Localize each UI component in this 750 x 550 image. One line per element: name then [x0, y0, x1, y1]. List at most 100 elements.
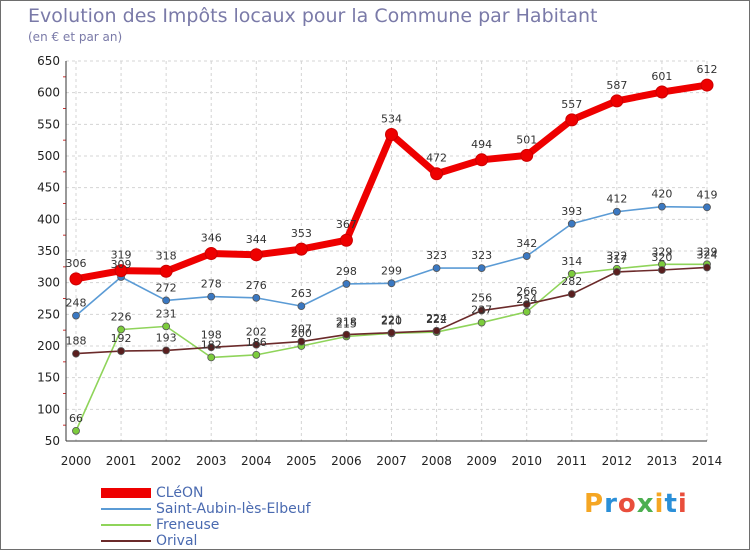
data-point	[69, 272, 83, 286]
legend-swatch	[101, 540, 151, 542]
data-point	[252, 350, 261, 359]
data-label: 221	[381, 314, 402, 327]
x-tick-label: 2014	[692, 454, 723, 468]
y-tick-label: 250	[37, 307, 60, 321]
data-point	[700, 78, 714, 92]
y-tick-label: 150	[37, 371, 60, 385]
data-point	[658, 266, 666, 274]
data-label: 420	[651, 188, 672, 201]
data-label: 192	[111, 332, 132, 345]
x-tick-label: 2009	[466, 454, 497, 468]
data-point	[207, 353, 216, 362]
logo-letter: t	[664, 489, 678, 519]
x-tick-label: 2003	[196, 454, 227, 468]
data-label: 346	[201, 232, 222, 245]
data-label: 329	[697, 245, 718, 258]
data-point	[207, 343, 216, 352]
legend-label: CLéON	[156, 485, 204, 501]
data-point	[520, 148, 534, 162]
x-tick-label: 2002	[151, 454, 182, 468]
data-label: 276	[246, 279, 267, 292]
data-label: 323	[426, 249, 447, 262]
x-tick-label: 2013	[647, 454, 678, 468]
data-point	[703, 263, 711, 272]
data-label: 226	[111, 311, 132, 324]
x-tick-label: 2004	[241, 454, 272, 468]
data-point	[477, 318, 486, 327]
x-tick-label: 2000	[61, 454, 92, 468]
data-point	[475, 153, 489, 167]
data-label: 472	[426, 152, 447, 165]
data-point	[72, 349, 80, 358]
data-label: 306	[66, 257, 87, 270]
data-label: 207	[291, 323, 312, 336]
y-tick-label: 650	[37, 54, 60, 68]
data-point	[117, 347, 125, 355]
data-point	[297, 302, 306, 311]
y-tick-label: 500	[37, 149, 60, 163]
data-point	[385, 127, 398, 141]
x-tick-label: 2008	[421, 454, 452, 468]
data-label: 202	[246, 326, 267, 339]
data-label: 198	[201, 328, 222, 341]
data-label: 612	[697, 63, 718, 76]
data-point	[294, 242, 308, 256]
data-label: 412	[606, 193, 627, 206]
x-tick-label: 2010	[511, 454, 542, 468]
data-label: 282	[561, 275, 582, 288]
y-tick-label: 50	[45, 434, 60, 448]
data-label: 182	[201, 338, 222, 351]
data-label: 215	[336, 318, 357, 331]
data-point	[252, 293, 261, 302]
y-tick-label: 450	[37, 181, 60, 195]
data-label: 218	[336, 316, 357, 329]
data-point	[477, 306, 486, 315]
legend-swatch	[101, 524, 151, 526]
x-tick-label: 2012	[602, 454, 633, 468]
data-point	[204, 247, 218, 261]
data-point	[252, 340, 261, 349]
data-label: 298	[336, 265, 357, 278]
data-point	[72, 426, 80, 435]
data-label: 66	[69, 412, 83, 425]
data-label: 254	[516, 293, 537, 306]
data-point	[658, 202, 666, 211]
data-point	[522, 307, 531, 316]
chart-subtitle: (en € et par an)	[28, 30, 123, 44]
chart-title: Evolution des Impôts locaux pour la Comm…	[28, 5, 598, 27]
series-0	[69, 78, 714, 286]
data-label: 329	[651, 245, 672, 258]
data-label: 322	[606, 250, 627, 263]
proxiti-logo: Proxiti	[584, 489, 688, 519]
data-point	[567, 269, 576, 278]
data-label: 344	[246, 233, 267, 246]
y-tick-label: 600	[37, 86, 60, 100]
data-point	[432, 264, 441, 273]
data-label: 494	[471, 138, 492, 151]
x-tick-label: 2007	[376, 454, 407, 468]
series-3	[72, 263, 711, 358]
legend-item: Freneuse	[101, 517, 401, 533]
logo-letter: x	[636, 489, 655, 519]
data-point	[387, 279, 396, 288]
x-tick-label: 2011	[557, 454, 588, 468]
data-label: 534	[381, 112, 402, 125]
data-label: 193	[156, 331, 177, 344]
y-tick-label: 200	[37, 339, 60, 353]
data-point	[342, 330, 351, 339]
data-point	[249, 248, 263, 262]
data-label: 231	[156, 307, 177, 320]
data-point	[522, 252, 531, 260]
data-label: 314	[561, 255, 582, 268]
logo-letter: i	[654, 489, 665, 519]
data-point	[387, 328, 396, 337]
logo-letter: i	[677, 489, 688, 519]
data-label: 224	[426, 312, 447, 325]
legend-swatch	[101, 508, 151, 510]
data-point	[297, 337, 306, 346]
logo-letter: P	[584, 489, 605, 519]
data-point	[430, 167, 444, 181]
data-label: 263	[291, 287, 312, 300]
data-point	[612, 267, 621, 276]
data-label: 320	[651, 251, 672, 264]
